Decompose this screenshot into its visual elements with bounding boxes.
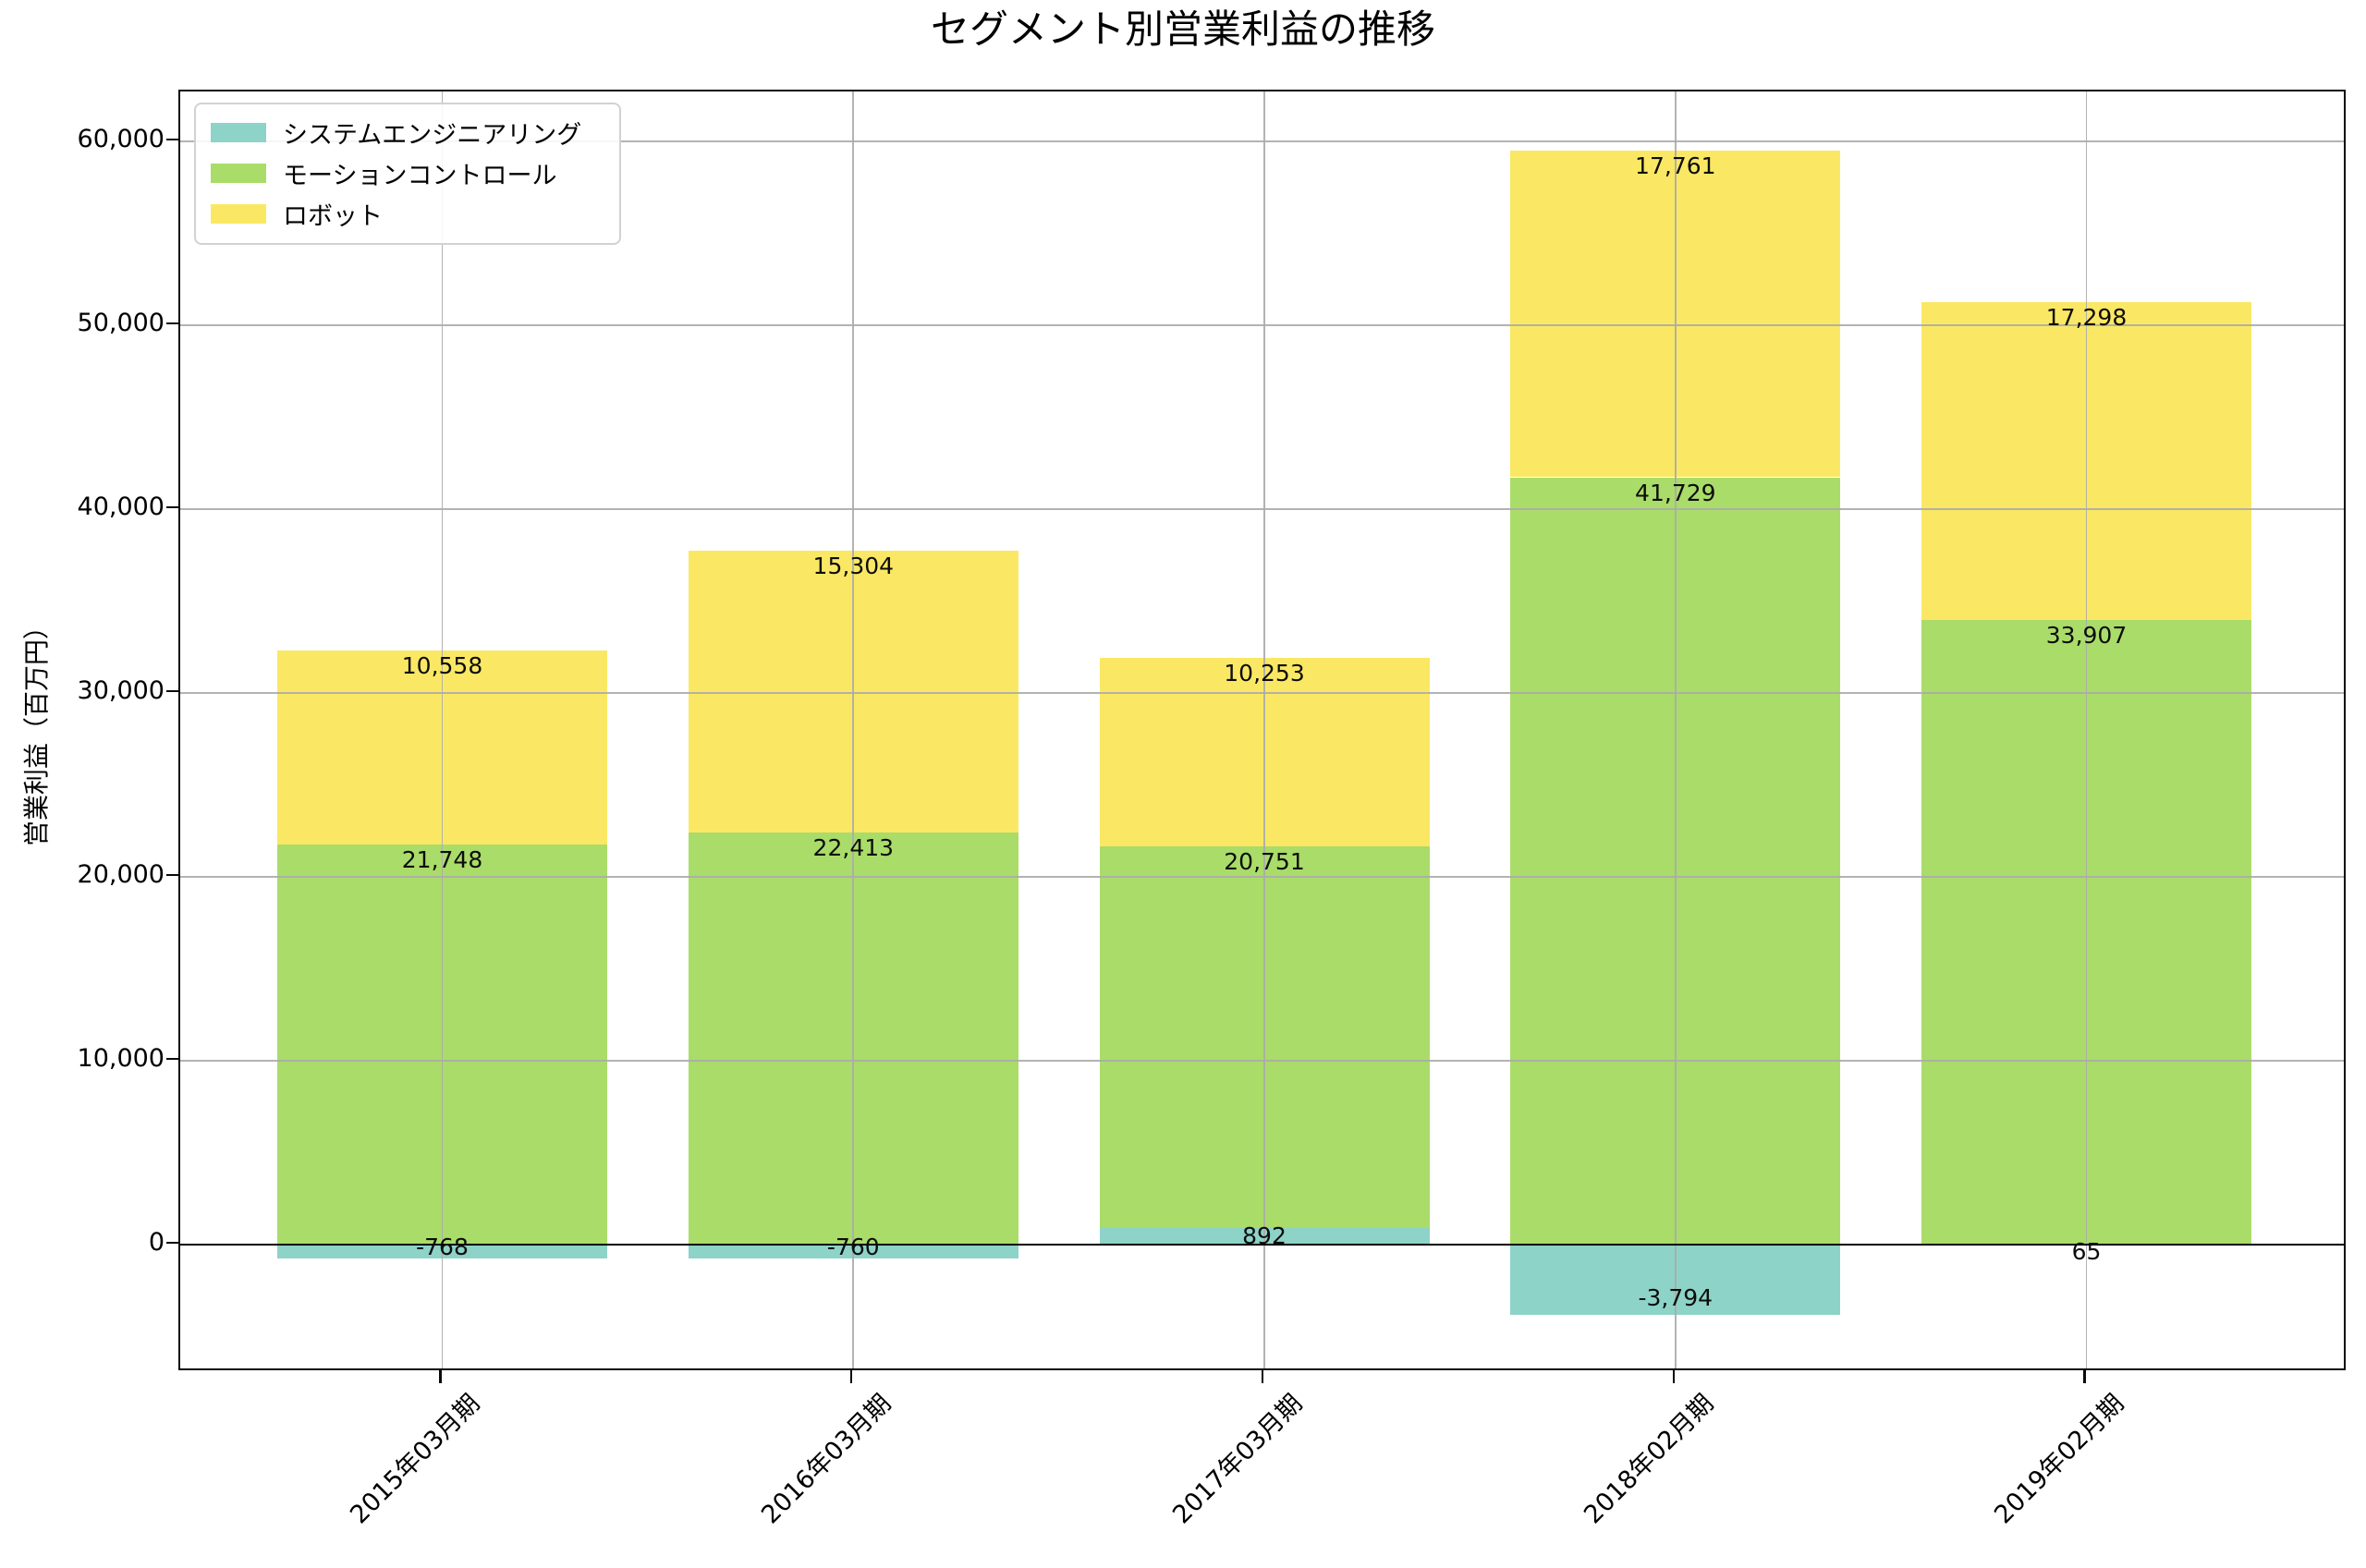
x-tick-mark-2 <box>1261 1370 1264 1383</box>
bar-value-label-14: 17,298 <box>2045 303 2128 331</box>
bar-value-label-2: 10,558 <box>401 652 483 680</box>
y-tick-mark-6 <box>166 138 178 141</box>
y-tick-mark-3 <box>166 689 178 693</box>
legend-swatch-2 <box>211 203 266 224</box>
legend-label-2: ロボット <box>283 201 383 231</box>
vertical-gridline-1 <box>852 91 855 1368</box>
legend-label-1: モーションコントロール <box>283 161 557 190</box>
legend-swatch-0 <box>211 122 266 142</box>
horizontal-gridline-4 <box>180 508 2344 510</box>
bar-value-label-11: 17,761 <box>1635 152 1716 180</box>
x-tick-mark-3 <box>1672 1370 1675 1383</box>
y-tick-label-6: 60,000 <box>77 125 165 153</box>
vertical-gridline-2 <box>1263 91 1265 1368</box>
x-tick-label-3: 2018年02月期 <box>1578 1389 1719 1530</box>
legend: システムエンジニアリング モーションコントロール ロボット <box>194 103 621 245</box>
horizontal-gridline-1 <box>180 1060 2344 1062</box>
y-tick-mark-2 <box>166 873 178 877</box>
bar-value-label-10: 41,729 <box>1635 479 1716 506</box>
bar-value-label-8: 10,253 <box>1224 660 1305 687</box>
horizontal-gridline-2 <box>180 876 2344 878</box>
bar-value-label-3: -760 <box>826 1234 880 1260</box>
bar-value-label-7: 20,751 <box>1224 848 1305 876</box>
vertical-gridline-3 <box>1674 91 1677 1368</box>
y-tick-label-2: 20,000 <box>77 860 165 889</box>
x-tick-mark-4 <box>2083 1370 2086 1383</box>
legend-swatch-1 <box>211 163 266 183</box>
bar-value-label-12: 65 <box>2071 1237 2102 1265</box>
y-tick-mark-1 <box>166 1057 178 1061</box>
vertical-gridline-0 <box>441 91 444 1368</box>
y-tick-mark-4 <box>166 505 178 509</box>
bar-value-label-5: 15,304 <box>812 553 895 580</box>
bar-value-label-6: 892 <box>1242 1222 1287 1250</box>
y-tick-label-0: 0 <box>148 1228 165 1257</box>
y-tick-mark-5 <box>166 322 178 325</box>
y-tick-mark-0 <box>166 1241 178 1245</box>
legend-row-1: モーションコントロール <box>211 152 599 193</box>
horizontal-gridline-5 <box>180 324 2344 326</box>
horizontal-gridline-3 <box>180 692 2344 694</box>
x-tick-label-0: 2015年03月期 <box>345 1389 486 1530</box>
bar-value-label-13: 33,907 <box>2045 622 2128 649</box>
y-tick-label-5: 50,000 <box>77 309 165 337</box>
y-tick-label-3: 30,000 <box>77 676 165 705</box>
x-tick-label-2: 2017年03月期 <box>1167 1389 1309 1530</box>
bar-value-label-9: -3,794 <box>1638 1283 1714 1311</box>
legend-row-2: ロボット <box>211 193 599 234</box>
x-tick-mark-0 <box>439 1370 442 1383</box>
x-tick-label-1: 2016年03月期 <box>756 1389 897 1530</box>
y-axis-label: 営業利益（百万円） <box>21 613 52 847</box>
bar-value-label-0: -768 <box>416 1234 469 1260</box>
bar-value-label-4: 22,413 <box>812 834 895 861</box>
x-tick-mark-1 <box>850 1370 853 1383</box>
chart-title: セグメント別営業利益の推移 <box>930 6 1435 52</box>
bar-value-label-1: 21,748 <box>401 846 483 874</box>
y-tick-label-4: 40,000 <box>77 492 165 521</box>
vertical-gridline-4 <box>2085 91 2088 1368</box>
zero-line <box>180 1243 2344 1246</box>
legend-label-0: システムエンジニアリング <box>283 120 582 150</box>
x-tick-label-4: 2019年02月期 <box>1989 1389 2130 1530</box>
y-tick-label-1: 10,000 <box>77 1044 165 1073</box>
legend-row-0: システムエンジニアリング <box>211 112 599 152</box>
plot-area: -768 21,748 10,558 -760 22,413 15,304 892 20,75… <box>178 90 2346 1370</box>
horizontal-gridline-6 <box>180 140 2344 142</box>
